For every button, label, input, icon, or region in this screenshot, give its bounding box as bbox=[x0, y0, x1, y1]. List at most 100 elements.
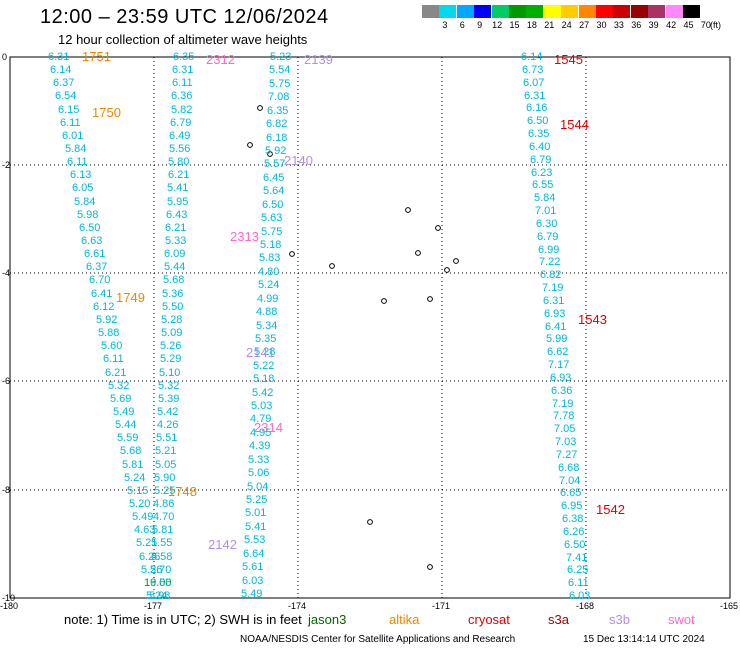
wave-height-label: 5.24 bbox=[124, 472, 146, 484]
wave-height-label: 7.04 bbox=[559, 475, 581, 487]
pass-number-label: 2312 bbox=[206, 52, 235, 67]
wave-height-label: 5.25 bbox=[246, 494, 268, 506]
wave-height-label: 6.35 bbox=[173, 51, 195, 63]
colorbar-swatch bbox=[613, 5, 631, 18]
wave-height-label: 5.63 bbox=[261, 212, 283, 224]
colorbar-label: 36 bbox=[631, 20, 642, 30]
wave-height-label: 5.34 bbox=[256, 320, 278, 332]
pass-number-label: 1749 bbox=[116, 290, 145, 305]
wave-height-label: 6.38 bbox=[562, 513, 584, 525]
wave-height-label: 7.78 bbox=[553, 410, 575, 422]
island-outline bbox=[367, 519, 373, 525]
island-outline bbox=[289, 251, 295, 257]
colorbar-label: 42 bbox=[666, 20, 677, 30]
wave-height-label: 6.14 bbox=[50, 64, 72, 76]
wave-height-label: 5.24 bbox=[258, 279, 280, 291]
satellite-legend-jason3: jason3 bbox=[308, 612, 347, 627]
wave-height-label: 4.80 bbox=[258, 266, 280, 278]
pass-number-label: 1543 bbox=[578, 312, 607, 327]
pass-number-label: 2141 bbox=[246, 345, 275, 360]
wave-height-label: 5.84 bbox=[65, 143, 87, 155]
wave-height-label: 5.29 bbox=[160, 353, 182, 365]
wave-height-label: 5.04 bbox=[247, 481, 269, 493]
wave-height-label: 5.21 bbox=[136, 537, 158, 549]
pass-number-label: 1750 bbox=[92, 105, 121, 120]
wave-height-label: 5.55 bbox=[151, 537, 173, 549]
wave-height-label: 6.73 bbox=[522, 64, 544, 76]
wave-height-label: 5.22 bbox=[253, 360, 275, 372]
colorbar-label: 6 bbox=[459, 20, 465, 30]
wave-height-label: 7.22 bbox=[539, 256, 561, 268]
wave-height-label: 6.50 bbox=[527, 115, 549, 127]
colorbar-swatch bbox=[491, 5, 509, 18]
wave-height-label: 5.54 bbox=[269, 64, 291, 76]
wave-height-label: 6.45 bbox=[263, 172, 285, 184]
wave-height-label: 7.19 bbox=[552, 398, 574, 410]
wave-height-label: 7.19 bbox=[542, 282, 564, 294]
wave-height-label: 7.17 bbox=[548, 359, 570, 371]
wave-height-label: 6.63 bbox=[81, 235, 103, 247]
wave-height-label: 6.11 bbox=[60, 117, 81, 129]
wave-height-label: 5.06 bbox=[248, 467, 270, 479]
island-outline bbox=[381, 298, 387, 304]
island-outline bbox=[453, 258, 459, 264]
wave-height-label: 6.61 bbox=[84, 248, 106, 260]
pass-number-label: 2139 bbox=[304, 52, 333, 67]
wave-height-label: 5.81 bbox=[122, 459, 144, 471]
wave-height-label: 6.43 bbox=[166, 209, 188, 221]
x-tick-label: -171 bbox=[432, 601, 451, 611]
wave-height-label: 6.64 bbox=[243, 548, 265, 560]
colorbar-label: 33 bbox=[613, 20, 624, 30]
wave-height-label: 5.35 bbox=[255, 333, 277, 345]
wave-height-label: 5.95 bbox=[167, 196, 189, 208]
wave-height-label: 5.09 bbox=[161, 327, 183, 339]
wave-height-label: 5.99 bbox=[546, 333, 568, 345]
colorbar-label: 9 bbox=[477, 20, 483, 30]
wave-height-label: 5.10 bbox=[159, 367, 181, 379]
colorbar-swatch bbox=[526, 5, 544, 18]
wave-height-label: 5.41 bbox=[245, 521, 267, 533]
wave-height-label: 5.68 bbox=[163, 274, 185, 286]
wave-height-label: 5.75 bbox=[269, 78, 291, 90]
wave-height-label: 5.51 bbox=[156, 432, 178, 444]
wave-height-label: 6.11 bbox=[67, 156, 88, 168]
wave-height-label: 5.42 bbox=[157, 406, 179, 418]
y-tick-label: -6 bbox=[2, 376, 11, 386]
pass-number-label: 2313 bbox=[230, 229, 259, 244]
wave-height-label: 4.99 bbox=[257, 293, 279, 305]
wave-height-label: 6.31 bbox=[172, 64, 194, 76]
wave-height-label: 6.31 bbox=[524, 90, 546, 102]
island-outline bbox=[267, 151, 273, 157]
wave-height-label: 7.27 bbox=[556, 449, 578, 461]
wave-height-label: 6.03 bbox=[242, 575, 264, 587]
wave-height-label: 6.31 bbox=[543, 295, 565, 307]
wave-height-label: 6.58 bbox=[151, 551, 173, 563]
wave-height-label: 5.32 bbox=[108, 380, 130, 392]
pass-number-label: 1544 bbox=[560, 117, 589, 132]
wave-height-label: 5.26 bbox=[160, 340, 182, 352]
wave-height-label: 7.05 bbox=[554, 423, 576, 435]
satellite-legend-altika: altika bbox=[389, 612, 420, 627]
wave-height-label: 6.37 bbox=[53, 77, 75, 89]
x-tick-label: -165 bbox=[720, 601, 739, 611]
wave-height-label: 5.84 bbox=[534, 192, 556, 204]
colorbar-label: 30 bbox=[596, 20, 607, 30]
map-title: 12:00 – 23:59 UTC 12/06/2024 bbox=[40, 6, 329, 28]
wave-height-label: 5.21 bbox=[155, 445, 177, 457]
wave-height-label: 6.31 bbox=[48, 51, 70, 63]
pass-number-label: 1748 bbox=[168, 484, 197, 499]
wave-height-label: 5.33 bbox=[248, 454, 270, 466]
wave-height-label: 6.16 bbox=[526, 102, 548, 114]
y-tick-label: -8 bbox=[2, 485, 11, 495]
wave-height-label: 5.68 bbox=[120, 445, 142, 457]
wave-height-label: 4.95 bbox=[250, 427, 272, 439]
wave-height-label: 5.64 bbox=[263, 185, 285, 197]
wave-height-label: 5.42 bbox=[252, 387, 274, 399]
wave-height-label: 6.30 bbox=[536, 218, 558, 230]
wave-height-label: 5.83 bbox=[259, 252, 281, 264]
generation-timestamp: 15 Dec 13:14:14 UTC 2024 bbox=[583, 634, 705, 645]
wave-height-label: 6.21 bbox=[168, 169, 190, 181]
colorbar-label: 27 bbox=[579, 20, 590, 30]
